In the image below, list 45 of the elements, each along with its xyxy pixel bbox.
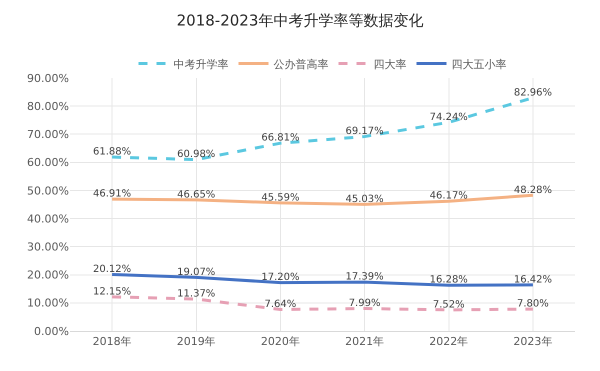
data-label: 45.59% (261, 192, 300, 204)
data-label: 11.37% (177, 288, 216, 300)
data-label: 60.98% (177, 149, 216, 160)
legend-label: 公办普高率 (274, 58, 328, 71)
y-tick-label: 0.00% (34, 324, 69, 338)
y-tick-label: 40.00% (27, 212, 69, 226)
y-tick-label: 30.00% (27, 240, 69, 254)
data-label: 45.03% (346, 194, 384, 205)
data-label: 69.17% (346, 126, 384, 138)
data-label: 17.39% (346, 272, 384, 283)
data-label: 7.52% (432, 299, 465, 310)
data-label: 66.81% (261, 132, 300, 144)
x-tick-label: 2023年 (513, 335, 552, 348)
legend-label: 四大率 (374, 58, 406, 71)
x-tick-label: 2020年 (260, 335, 300, 348)
x-tick-label: 2018年 (92, 335, 132, 348)
y-tick-label: 50.00% (27, 184, 69, 198)
y-tick-label: 80.00% (27, 100, 69, 113)
y-tick-label: 60.00% (27, 156, 69, 170)
data-label: 74.24% (430, 112, 468, 123)
data-label: 7.80% (517, 298, 549, 310)
y-tick-label: 20.00% (27, 268, 69, 282)
data-label: 7.64% (264, 299, 296, 310)
y-tick-label: 70.00% (27, 128, 69, 142)
legend-label: 中考升学率 (174, 58, 228, 71)
data-label: 46.65% (177, 189, 216, 200)
data-label: 16.42% (514, 274, 552, 286)
x-tick-label: 2019年 (176, 335, 216, 348)
y-tick-label: 90.00% (27, 72, 69, 85)
data-label: 82.96% (514, 87, 552, 98)
data-label: 12.15% (93, 286, 132, 298)
chart-title: 2018-2023年中考升学率等数据变化 (176, 11, 424, 30)
data-label: 17.20% (261, 272, 300, 284)
data-label: 61.88% (93, 146, 132, 158)
y-tick-label: 10.00% (27, 296, 69, 310)
data-label: 46.91% (93, 188, 132, 200)
data-label: 46.17% (430, 190, 468, 202)
data-label: 19.07% (177, 266, 216, 278)
x-tick-label: 2022年 (429, 335, 468, 348)
data-label: 7.99% (348, 298, 380, 310)
data-label: 16.28% (430, 274, 468, 286)
legend-label: 四大五小率 (452, 58, 506, 71)
data-label: 20.12% (93, 264, 132, 275)
data-label: 48.28% (514, 184, 552, 196)
x-tick-label: 2021年 (345, 335, 384, 348)
